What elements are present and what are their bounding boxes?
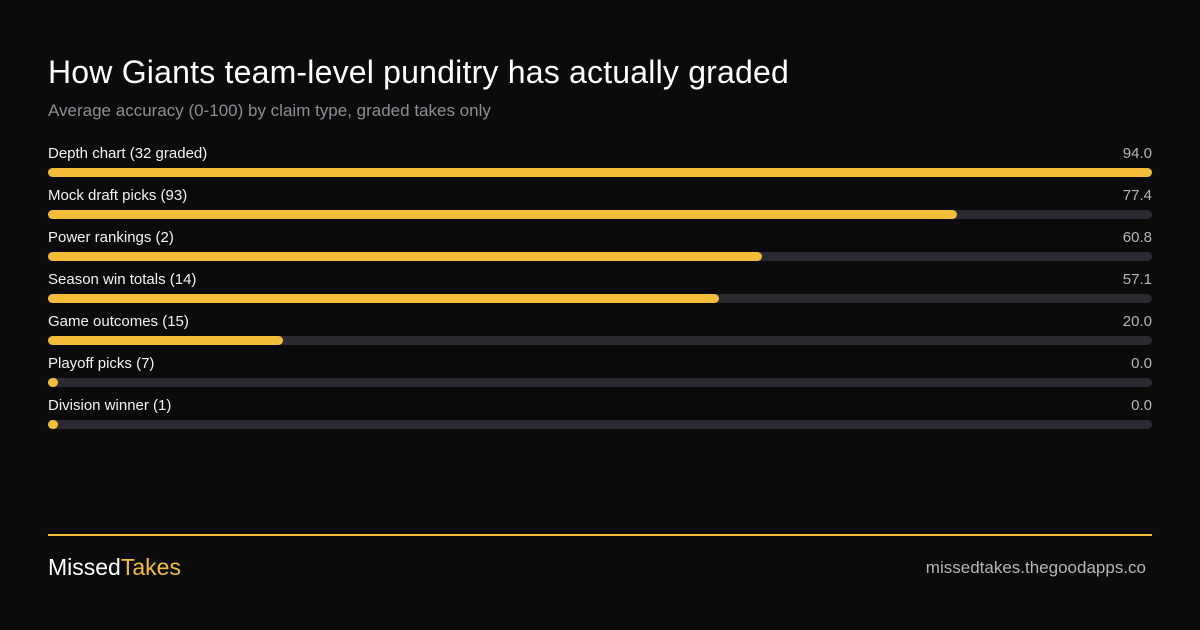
bar-category-label: Season win totals (14): [48, 271, 197, 288]
bar-row: Power rankings (2) 60.8: [48, 228, 1152, 270]
bar-row: Mock draft picks (93) 77.4: [48, 186, 1152, 228]
bar: [48, 378, 58, 387]
chart-subtitle: Average accuracy (0-100) by claim type, …: [48, 101, 491, 120]
bar-category-label: Depth chart (32 graded): [48, 145, 208, 162]
bar: [48, 420, 58, 429]
bar: [48, 336, 283, 345]
brand-name-part1: Missed: [48, 554, 121, 580]
bar-value-label: 94.0: [1122, 145, 1152, 162]
bar-track: [48, 294, 1152, 303]
bar-value-label: 0.0: [1131, 397, 1152, 414]
footer-divider: [48, 534, 1152, 536]
bar-track: [48, 252, 1152, 261]
bar: [48, 210, 958, 219]
bar-track: [48, 336, 1152, 345]
bar-value-label: 20.0: [1122, 313, 1152, 330]
bar-row: Playoff picks (7) 0.0: [48, 354, 1152, 396]
bar-value-label: 0.0: [1131, 355, 1152, 372]
bar-category-label: Playoff picks (7): [48, 355, 155, 372]
bar-value-label: 57.1: [1122, 271, 1152, 288]
brand-name-part2: Takes: [120, 554, 181, 580]
bar: [48, 252, 763, 261]
bar-track: [48, 168, 1152, 177]
bar-row: Division winner (1) 0.0: [48, 396, 1152, 438]
bar-track: [48, 210, 1152, 219]
bar-row: Season win totals (14) 57.1: [48, 270, 1152, 312]
bar: [48, 168, 1152, 177]
bar-row: Depth chart (32 graded) 94.0: [48, 144, 1152, 186]
brand-logo: MissedTakes: [48, 552, 181, 582]
bar-track: [48, 420, 1152, 429]
bar-value-label: 60.8: [1122, 229, 1152, 246]
bar-track: [48, 378, 1152, 387]
bar-chart: Depth chart (32 graded) 94.0 Mock draft pi…: [48, 144, 1152, 434]
site-url: missedtakes.thegoodapps.co: [925, 558, 1146, 577]
bar-category-label: Division winner (1): [48, 397, 172, 414]
bar: [48, 294, 719, 303]
chart-title: How Giants team-level punditry has actua…: [48, 54, 790, 90]
bar-category-label: Game outcomes (15): [48, 313, 189, 330]
bar-row: Game outcomes (15) 20.0: [48, 312, 1152, 354]
bar-category-label: Mock draft picks (93): [48, 187, 188, 204]
bar-value-label: 77.4: [1122, 187, 1152, 204]
bar-category-label: Power rankings (2): [48, 229, 174, 246]
